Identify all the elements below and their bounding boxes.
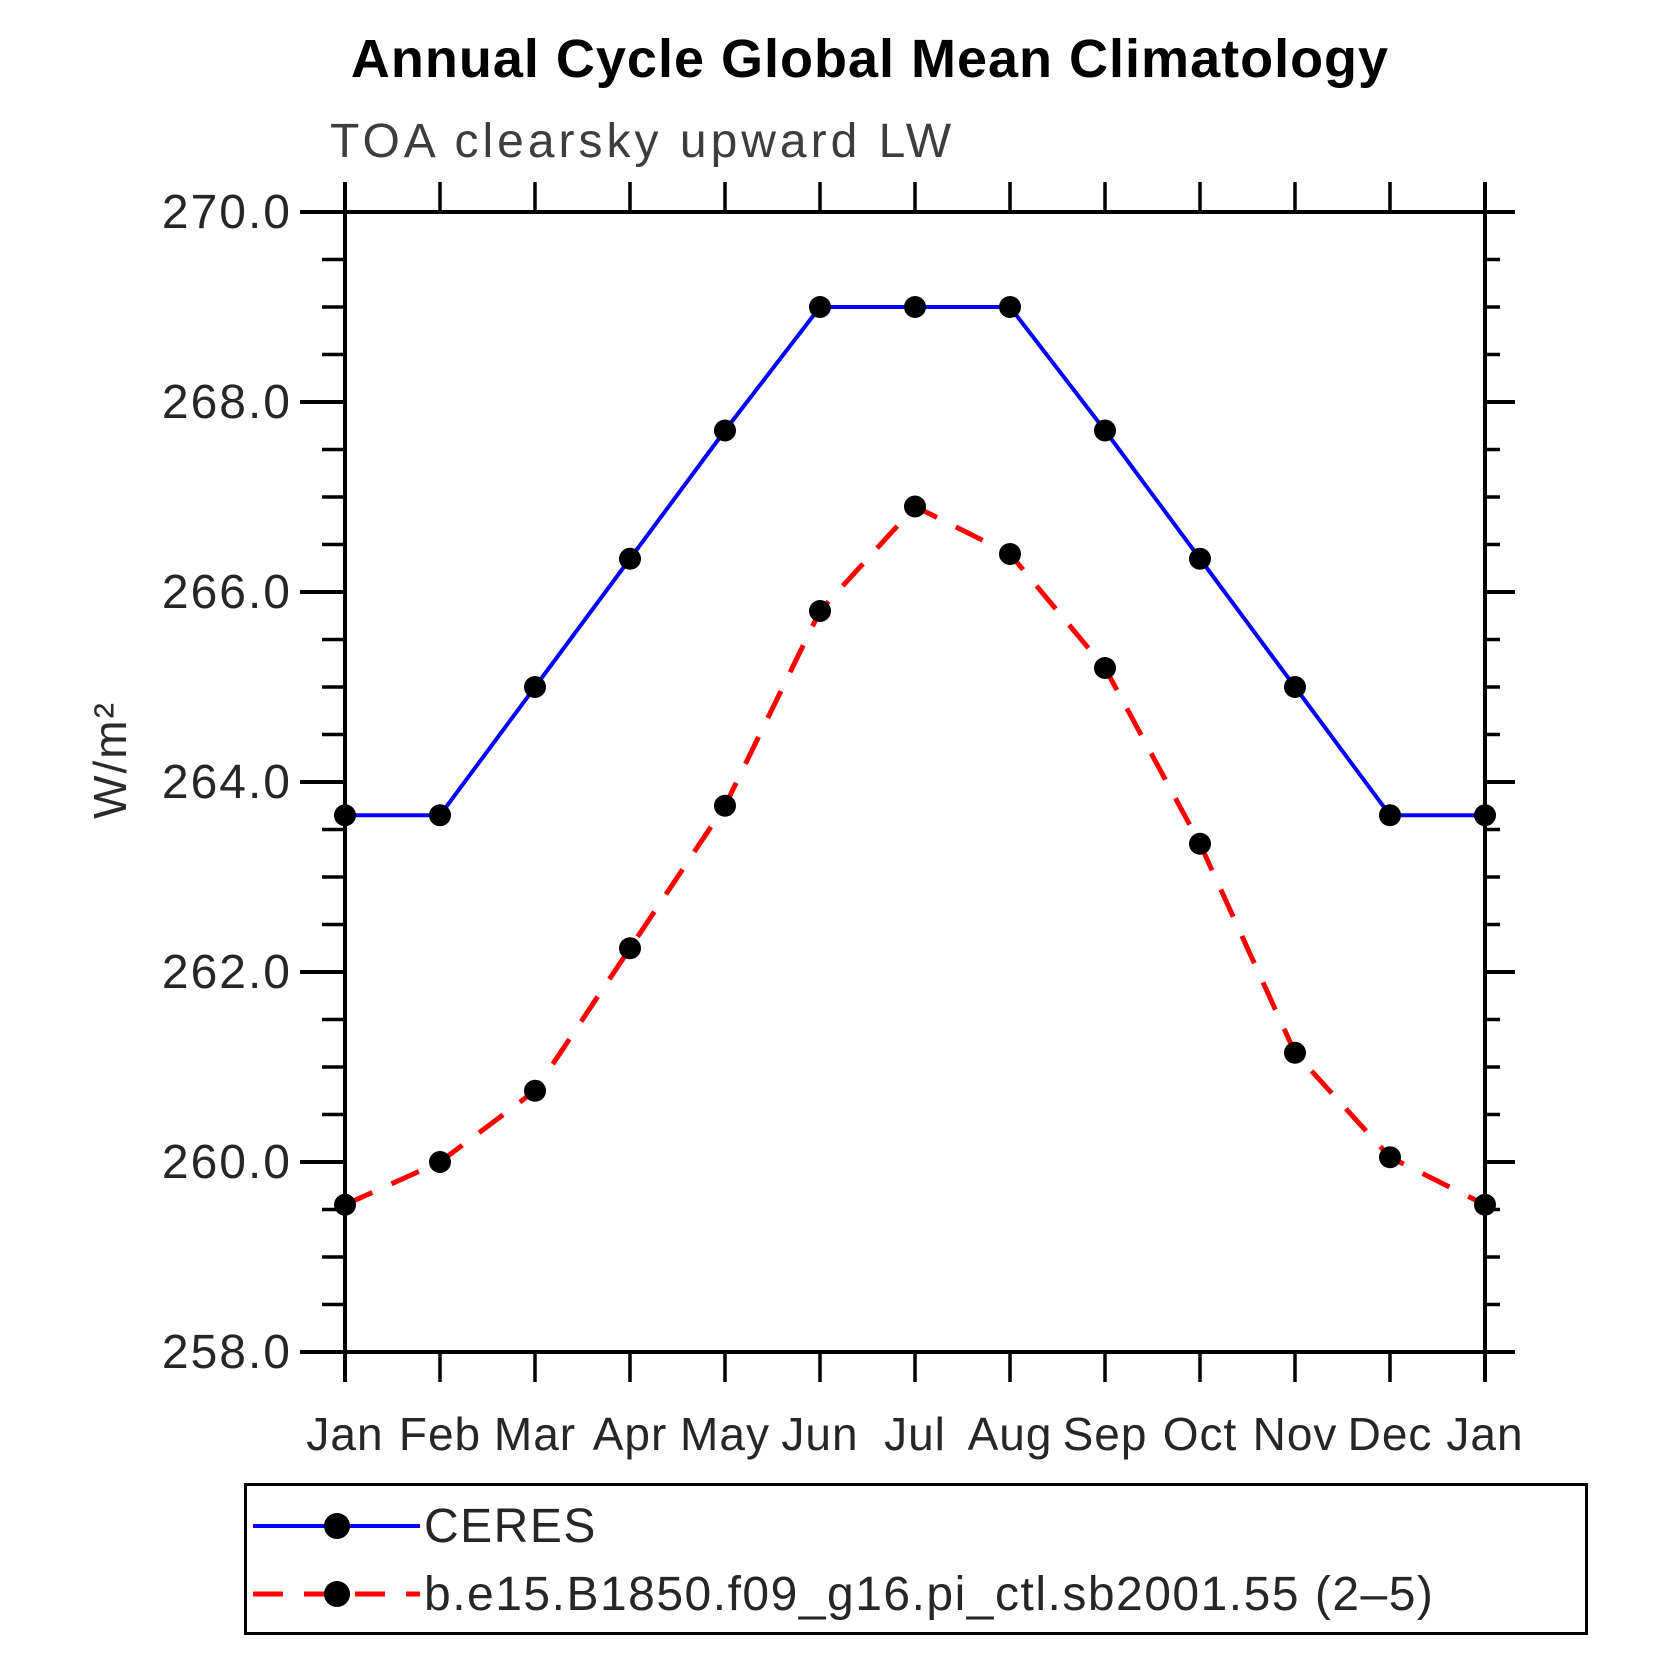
y-tick-label: 264.0	[162, 756, 292, 809]
model-data-point	[429, 1151, 451, 1173]
x-tick-label: Sep	[1063, 1408, 1148, 1460]
model-data-point	[809, 600, 831, 622]
ceres-data-point	[999, 296, 1021, 318]
x-tick-label: Apr	[593, 1408, 668, 1460]
model-data-point	[1284, 1041, 1306, 1064]
ceres-data-point	[429, 804, 451, 827]
legend-label-ceres: CERES	[424, 1499, 597, 1553]
y-tick-label: 260.0	[162, 1136, 292, 1189]
ceres-data-point	[1379, 804, 1401, 827]
y-tick-label: 268.0	[162, 376, 292, 429]
y-tick-label: 258.0	[162, 1326, 292, 1379]
x-tick-label: Jan	[1446, 1408, 1523, 1460]
model-data-point	[1379, 1146, 1401, 1169]
model-data-point	[999, 543, 1021, 565]
model-line	[343, 503, 1487, 1208]
ceres-data-point	[334, 804, 356, 827]
model-legend-marker	[324, 1581, 350, 1607]
x-tick-label: Dec	[1348, 1408, 1433, 1460]
chart-subtitle: TOA clearsky upward LW	[330, 115, 956, 168]
x-tick-label: Nov	[1253, 1408, 1338, 1460]
ceres-legend-marker	[324, 1513, 350, 1539]
model-data-point	[1189, 832, 1211, 855]
y-tick-label: 270.0	[162, 186, 292, 239]
ceres-data-point	[809, 296, 831, 318]
model-data-point	[619, 937, 641, 960]
model-data-point	[334, 1193, 356, 1216]
ceres-data-point	[1094, 419, 1116, 442]
ceres-data-point	[1284, 676, 1306, 698]
ceres-data-point	[904, 296, 926, 318]
model-line-swatch	[253, 1581, 420, 1607]
x-tick-label: Mar	[494, 1408, 576, 1460]
x-tick-label: May	[680, 1408, 770, 1460]
y-tick-label: 262.0	[162, 946, 292, 999]
model-data-point	[1094, 657, 1116, 679]
legend-label-model: b.e15.B1850.f09_g16.pi_ctl.sb2001.55 (2–…	[424, 1567, 1435, 1621]
x-tick-label: Jan	[306, 1408, 383, 1460]
model-data-point	[524, 1079, 546, 1102]
ceres-data-point	[1474, 804, 1496, 827]
ceres-line-swatch	[253, 1513, 420, 1539]
model-data-point	[904, 495, 926, 518]
x-tick-label: Jun	[781, 1408, 858, 1460]
chart-title: Annual Cycle Global Mean Climatology	[350, 29, 1390, 89]
model-data-point	[1474, 1193, 1496, 1216]
ceres-data-point	[619, 547, 641, 570]
y-tick-label: 266.0	[162, 566, 292, 619]
legend-item-ceres: CERES	[253, 1496, 597, 1556]
model-data-point	[714, 794, 736, 817]
ceres-line	[345, 305, 1485, 818]
ceres-data-point	[714, 419, 736, 442]
ceres-data-point	[524, 676, 546, 698]
x-tick-label: Oct	[1163, 1408, 1238, 1460]
legend-box: CERES b.e15.B1850.f09_g16.pi_ctl.sb2001.…	[244, 1483, 1588, 1635]
ceres-data-point	[1189, 547, 1211, 570]
x-tick-label: Jul	[884, 1408, 946, 1460]
legend-item-model: b.e15.B1850.f09_g16.pi_ctl.sb2001.55 (2–…	[253, 1564, 1434, 1624]
x-tick-label: Feb	[399, 1408, 481, 1460]
x-tick-label: Aug	[968, 1408, 1053, 1460]
